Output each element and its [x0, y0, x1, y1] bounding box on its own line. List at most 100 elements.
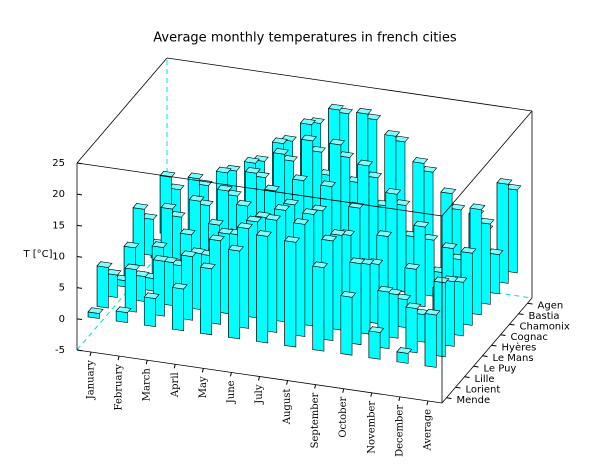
bar — [132, 202, 149, 267]
bar-front — [96, 265, 109, 309]
bar-top — [207, 219, 224, 226]
chart-title: Average monthly temperatures in french c… — [153, 31, 457, 46]
tick-mark — [455, 386, 461, 389]
bar-top — [96, 261, 113, 268]
bar-top — [227, 244, 244, 252]
bar-top — [152, 255, 169, 262]
bar-top — [299, 118, 316, 125]
bar-top — [179, 228, 196, 236]
bar-top — [151, 241, 168, 248]
bar-top — [283, 198, 299, 206]
depth-tick-label: Lorient — [466, 384, 501, 395]
bar — [124, 263, 141, 313]
tick-mark — [258, 376, 260, 381]
tick-mark — [76, 256, 83, 258]
bar-top — [87, 307, 104, 314]
bar-top — [245, 215, 262, 223]
depth-tick-label: Le Mans — [493, 353, 534, 364]
bar — [424, 308, 441, 368]
x-tick-label: December — [394, 405, 405, 457]
tick-mark — [314, 384, 317, 389]
depth-tick-label: Lille — [475, 374, 495, 385]
bar-top — [328, 103, 344, 111]
x-tick-label: November — [366, 401, 377, 454]
bar-top — [469, 203, 486, 210]
bar — [312, 260, 329, 352]
bar-front — [284, 240, 297, 348]
bar-top — [377, 285, 394, 293]
bar-top — [293, 218, 310, 225]
depth-tick-label: Bastia — [529, 311, 560, 322]
x-tick-label: February — [114, 364, 125, 411]
bar-top — [160, 202, 177, 210]
bar-front — [124, 267, 137, 313]
tick-mark — [500, 334, 506, 336]
bar-front — [312, 265, 325, 352]
x-tick-label: October — [338, 397, 349, 438]
bar-top — [329, 138, 346, 146]
x-tick-label: Average — [422, 409, 433, 452]
bar-top — [123, 241, 140, 249]
box-edge — [76, 57, 168, 164]
bar-top — [272, 148, 289, 155]
axis-line — [441, 297, 533, 404]
bar — [96, 260, 113, 309]
bar-front — [115, 310, 128, 323]
bar-top — [405, 302, 422, 309]
tick-mark — [76, 193, 83, 196]
tick-mark — [473, 365, 479, 368]
tick-mark — [76, 224, 83, 227]
tick-mark — [491, 344, 497, 347]
bar-front — [200, 266, 212, 336]
tick-mark — [173, 364, 176, 369]
bar-top — [496, 178, 513, 185]
bar-top — [340, 291, 357, 298]
bar-top — [263, 184, 280, 192]
bar-front — [256, 234, 269, 344]
bar-front — [405, 306, 418, 354]
tick-mark — [76, 318, 83, 321]
bar — [115, 305, 132, 323]
x-tick-label: September — [310, 392, 321, 448]
bar-top — [404, 263, 421, 270]
tick-mark — [286, 380, 289, 385]
bar — [396, 346, 413, 364]
bar-top — [215, 166, 232, 174]
bar-top — [412, 157, 429, 164]
depth-tick-label: Mende — [457, 395, 491, 406]
bar-top — [396, 347, 413, 354]
tick-mark — [518, 313, 524, 315]
bar — [284, 235, 301, 348]
bar — [405, 301, 422, 354]
bar-top — [132, 203, 149, 210]
tick-mark — [509, 323, 515, 326]
bar — [171, 282, 188, 332]
tick-mark — [76, 162, 83, 165]
bar-top — [235, 200, 252, 207]
bar — [227, 244, 244, 340]
bar-top — [115, 306, 132, 313]
bar-top — [368, 326, 385, 333]
x-tick-label: January — [86, 360, 97, 401]
bar-top — [271, 137, 288, 144]
tick-mark — [482, 355, 488, 357]
bar-top — [384, 130, 401, 137]
bar-top — [320, 180, 337, 187]
bar-top — [330, 229, 347, 236]
bar-top — [302, 208, 319, 215]
tick-mark — [370, 392, 373, 397]
bar-top — [356, 107, 373, 115]
tick-mark — [446, 397, 452, 399]
tick-mark — [145, 360, 148, 365]
bar-top — [460, 247, 477, 254]
bar-top — [124, 263, 141, 271]
bar-top — [188, 195, 205, 202]
z-tick-label: 20 — [52, 189, 65, 200]
tick-mark — [201, 368, 204, 373]
bar-top — [312, 261, 329, 268]
bar-top — [292, 174, 308, 182]
z-tick-label: -5 — [55, 345, 65, 356]
box-edge — [441, 110, 533, 217]
bar — [208, 234, 225, 325]
